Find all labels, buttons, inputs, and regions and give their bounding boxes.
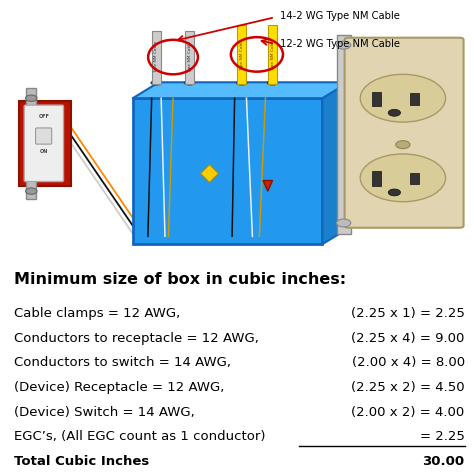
Text: Cable clamps = 12 AWG,: Cable clamps = 12 AWG, <box>14 307 180 320</box>
Circle shape <box>337 41 351 49</box>
Text: EGC’s, (All EGC count as 1 conductor): EGC’s, (All EGC count as 1 conductor) <box>14 430 265 443</box>
Bar <box>337 35 351 234</box>
Bar <box>185 30 194 83</box>
Text: 14-2 WG Type NM Cable: 14-2 WG Type NM Cable <box>280 11 400 21</box>
Circle shape <box>388 109 401 116</box>
Ellipse shape <box>151 81 162 85</box>
Text: ON: ON <box>40 149 48 154</box>
Text: Type NM Cable: Type NM Cable <box>271 38 274 71</box>
Bar <box>410 93 419 105</box>
Text: Minimum size of box in cubic inches:: Minimum size of box in cubic inches: <box>14 272 346 287</box>
Circle shape <box>26 188 37 194</box>
Text: Conductors to receptacle = 12 AWG,: Conductors to receptacle = 12 AWG, <box>14 332 259 345</box>
FancyBboxPatch shape <box>36 128 52 144</box>
Circle shape <box>388 189 401 196</box>
Text: (2.25 x 1) = 2.25: (2.25 x 1) = 2.25 <box>351 307 465 320</box>
Text: Conductors to switch = 14 AWG,: Conductors to switch = 14 AWG, <box>14 356 231 369</box>
Text: (2.25 x 2) = 4.50: (2.25 x 2) = 4.50 <box>351 381 465 394</box>
Circle shape <box>360 154 446 202</box>
Text: OFF: OFF <box>39 114 49 119</box>
Text: (2.00 x 2) = 4.00: (2.00 x 2) = 4.00 <box>351 406 465 419</box>
Bar <box>152 30 161 83</box>
Ellipse shape <box>267 81 278 85</box>
Bar <box>372 91 381 106</box>
Text: Type NM Cable: Type NM Cable <box>188 41 191 73</box>
Bar <box>19 101 71 186</box>
FancyBboxPatch shape <box>345 38 464 228</box>
Ellipse shape <box>237 81 247 85</box>
Circle shape <box>396 141 410 149</box>
Text: (2.25 x 4) = 9.00: (2.25 x 4) = 9.00 <box>351 332 465 345</box>
FancyBboxPatch shape <box>24 105 64 182</box>
Circle shape <box>360 74 446 122</box>
Text: Total Cubic Inches: Total Cubic Inches <box>14 455 149 468</box>
Polygon shape <box>263 181 273 191</box>
Text: (Device) Switch = 14 AWG,: (Device) Switch = 14 AWG, <box>14 406 195 419</box>
Text: Type NM Cable: Type NM Cable <box>240 38 244 71</box>
Bar <box>268 25 277 83</box>
Bar <box>237 25 246 83</box>
Text: 12-2 WG Type NM Cable: 12-2 WG Type NM Cable <box>280 39 400 49</box>
Text: 30.00: 30.00 <box>422 455 465 468</box>
Text: Type NM Cable: Type NM Cable <box>155 41 158 73</box>
Circle shape <box>26 95 37 101</box>
Text: (Device) Receptacle = 12 AWG,: (Device) Receptacle = 12 AWG, <box>14 381 225 394</box>
Bar <box>26 88 36 199</box>
Polygon shape <box>322 82 348 244</box>
Polygon shape <box>133 82 348 98</box>
Bar <box>133 98 322 244</box>
Text: = 2.25: = 2.25 <box>420 430 465 443</box>
Circle shape <box>337 219 351 227</box>
Bar <box>410 173 419 184</box>
Ellipse shape <box>184 81 195 85</box>
Text: (2.00 x 4) = 8.00: (2.00 x 4) = 8.00 <box>352 356 465 369</box>
Bar <box>372 171 381 186</box>
